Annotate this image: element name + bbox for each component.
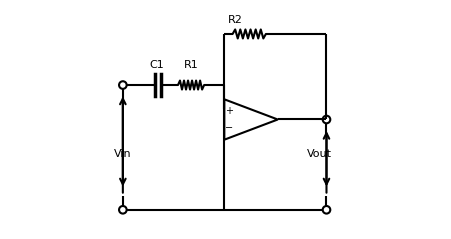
Text: +: + [225, 106, 233, 116]
Text: R1: R1 [184, 60, 198, 70]
Text: Vin: Vin [114, 149, 132, 159]
Text: R2: R2 [228, 15, 243, 25]
Text: C1: C1 [149, 60, 164, 70]
Text: Vout: Vout [307, 149, 332, 159]
Text: −: − [225, 123, 233, 133]
